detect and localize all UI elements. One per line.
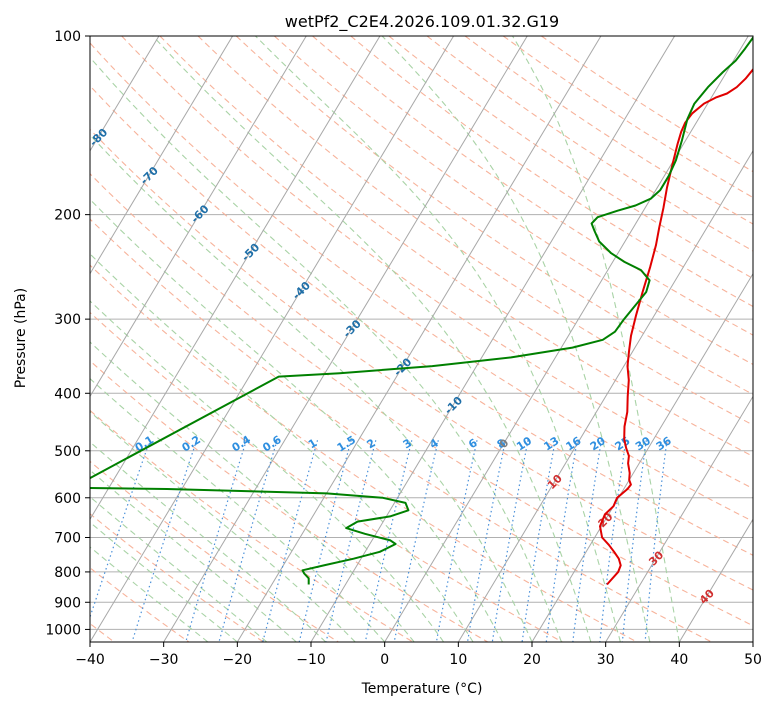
dry-adiabat (90, 85, 753, 556)
mixing-ratio-line (491, 440, 529, 642)
dewpoint-profile-line (90, 36, 753, 585)
moist-adiabat (512, 36, 680, 642)
y-tick-label: 800 (54, 565, 81, 581)
isotherm (678, 518, 753, 642)
y-tick-label: 700 (54, 531, 81, 547)
isotherm (90, 36, 234, 275)
y-tick-label: 100 (54, 29, 81, 45)
dry-adiabat (90, 173, 753, 627)
isotherm (605, 395, 753, 642)
x-tick-label: −10 (296, 652, 326, 668)
isotherm (90, 36, 381, 521)
isotherm (531, 272, 753, 642)
x-tick-label: 0 (380, 652, 389, 668)
dry-adiabat (90, 128, 753, 591)
mixing-ratio-line (521, 440, 556, 642)
x-axis-title: Temperature (°C) (361, 681, 483, 697)
moist-adiabat (90, 410, 356, 642)
mixing-ratio-line (90, 440, 151, 619)
isotherm (163, 36, 528, 642)
mixing-ratio-line (262, 440, 319, 642)
x-tick-label: −30 (149, 652, 179, 668)
isotherm (236, 36, 602, 642)
y-tick-label: 300 (54, 312, 81, 328)
mixing-ratio-line (185, 440, 247, 642)
x-tick-label: 50 (744, 652, 762, 668)
mixing-ratio-line (325, 440, 377, 642)
x-tick-label: 20 (523, 652, 541, 668)
y-tick-label: 200 (54, 208, 81, 224)
isotherm (90, 36, 455, 642)
dry-adiabat (197, 36, 753, 426)
dry-adiabat (90, 264, 639, 642)
moist-adiabat (255, 36, 621, 642)
y-tick-label: 600 (54, 491, 81, 507)
temperature-profile-line (599, 67, 753, 586)
isotherm (457, 149, 753, 642)
x-tick-label: −20 (223, 652, 253, 668)
dry-adiabat (90, 42, 753, 523)
moist-adiabat (90, 441, 327, 642)
y-tick-label: 900 (54, 595, 81, 611)
mixing-ratio-line (393, 440, 439, 642)
chart-title: wetPf2_C2E4.2026.109.01.32.G19 (285, 12, 559, 32)
mixing-ratio-line (572, 440, 602, 642)
dry-adiabat (159, 36, 753, 457)
moist-adiabat (152, 36, 592, 642)
moist-adiabat (90, 198, 503, 642)
mixing-ratio-line (435, 440, 478, 642)
moist-adiabat (90, 253, 474, 642)
moist-adiabat (90, 341, 415, 642)
mixing-ratio-line (466, 440, 506, 642)
dry-adiabat (90, 513, 265, 642)
y-tick-label: 1000 (45, 622, 81, 638)
x-tick-label: 10 (449, 652, 467, 668)
mixing-ratio-line (545, 440, 578, 642)
dry-adiabat (312, 36, 753, 336)
y-tick-label: 400 (54, 386, 81, 402)
y-tick-label: 500 (54, 444, 81, 460)
mixing-ratio-line (298, 440, 352, 642)
mixing-ratio-line (218, 440, 278, 642)
dry-adiabat (502, 36, 753, 199)
x-tick-label: 30 (597, 652, 615, 668)
dry-adiabat (90, 218, 714, 642)
isotherm (384, 36, 749, 642)
x-tick-label: −40 (75, 652, 105, 668)
dry-adiabat (90, 311, 564, 642)
dry-adiabat (273, 36, 753, 366)
moist-adiabat (90, 56, 563, 642)
x-tick-label: 40 (670, 652, 688, 668)
moist-adiabat (90, 300, 445, 642)
plot-frame (89, 35, 754, 643)
moist-adiabat (381, 36, 651, 642)
y-axis-title: Pressure (hPa) (13, 288, 29, 388)
isotherm (90, 36, 307, 398)
isotherm (90, 36, 160, 152)
dry-adiabat (388, 36, 753, 280)
dry-adiabat (90, 360, 489, 642)
isotherm (310, 36, 676, 642)
dry-adiabat (121, 36, 753, 490)
mixing-ratio-line (131, 440, 198, 642)
mixing-ratio-line (364, 440, 413, 642)
